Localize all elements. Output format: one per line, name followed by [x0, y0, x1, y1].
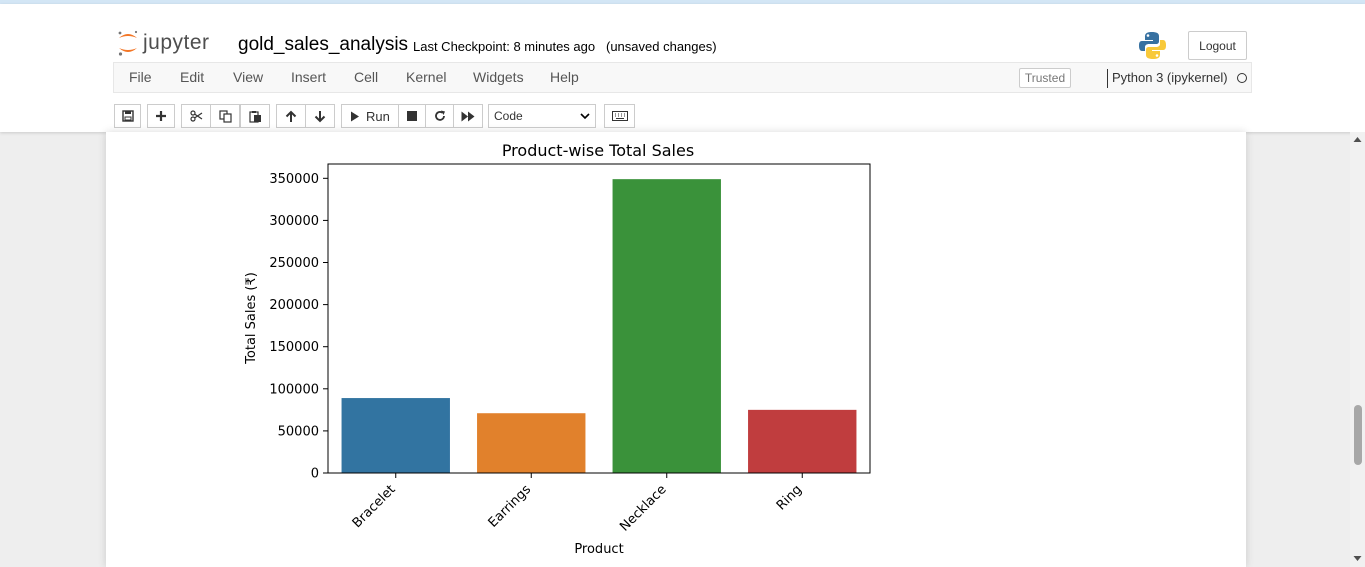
browser-top-strip	[0, 0, 1365, 4]
python-logo-icon	[1139, 32, 1166, 59]
menu-file[interactable]: File	[129, 69, 152, 85]
y-tick-label: 50000	[278, 424, 319, 439]
menu-help[interactable]: Help	[550, 69, 579, 85]
menu-edit[interactable]: Edit	[180, 69, 205, 85]
scroll-up-icon[interactable]	[1353, 136, 1362, 143]
chevron-down-icon	[580, 113, 590, 120]
jupyter-logo[interactable]: jupyter	[116, 28, 210, 58]
paste-button[interactable]	[240, 104, 270, 128]
bar-necklace	[612, 179, 721, 473]
restart-icon	[434, 110, 445, 121]
notebook-title[interactable]: gold_sales_analysis	[238, 34, 409, 55]
y-tick-label: 100000	[269, 382, 319, 397]
restart-kernel-button[interactable]	[425, 104, 454, 128]
save-icon	[121, 110, 134, 122]
kernel-idle-icon	[1237, 73, 1247, 83]
x-tick-label: Necklace	[617, 482, 669, 534]
keyboard-icon	[611, 111, 628, 121]
bar-bracelet	[341, 398, 450, 473]
jupyter-logo-text: jupyter	[143, 31, 210, 54]
play-icon	[351, 111, 359, 121]
scissors-icon	[189, 110, 202, 122]
paste-icon	[248, 110, 261, 123]
plot-frame	[327, 163, 871, 474]
menu-kernel[interactable]: Kernel	[406, 69, 447, 85]
move-up-button[interactable]	[276, 104, 306, 128]
restart-run-all-button[interactable]	[453, 104, 483, 128]
kernel-separator	[1107, 69, 1108, 88]
notebook-toolbar: Run	[0, 100, 1365, 128]
x-tick-label: Earrings	[486, 482, 535, 531]
bars	[341, 179, 857, 473]
chart-title: Product-wise Total Sales	[502, 141, 694, 160]
y-tick-label: 200000	[269, 298, 319, 313]
y-tick-label: 150000	[269, 340, 319, 355]
copy-icon	[218, 109, 232, 123]
trusted-indicator[interactable]: Trusted	[1019, 68, 1071, 88]
jupyter-logo-icon	[118, 30, 138, 56]
menu-insert[interactable]: Insert	[291, 69, 327, 85]
menu-view[interactable]: View	[233, 69, 264, 85]
interrupt-kernel-button[interactable]	[398, 104, 426, 128]
plus-icon	[156, 111, 166, 121]
cell-type-value: Code	[494, 109, 523, 123]
scroll-down-icon[interactable]	[1353, 555, 1362, 562]
move-down-button[interactable]	[305, 104, 335, 128]
arrow-up-icon	[285, 110, 297, 122]
chart-y-label: Total Sales (₹)	[244, 272, 259, 365]
y-tick-label: 350000	[269, 172, 319, 187]
page-scrollbar[interactable]	[1350, 132, 1365, 567]
menu-widgets[interactable]: Widgets	[473, 69, 524, 85]
copy-button[interactable]	[210, 104, 240, 128]
cut-button[interactable]	[181, 104, 211, 128]
y-tick-label: 0	[311, 467, 319, 482]
run-button[interactable]: Run	[341, 104, 399, 128]
stop-icon	[407, 111, 417, 121]
autosave-status: (unsaved changes)	[606, 39, 717, 54]
bar-ring	[748, 409, 857, 473]
x-axis: Bracelet Earrings Necklace Ring	[350, 473, 805, 535]
bar-earrings	[477, 413, 586, 473]
y-axis: 0 50000 100000 150000 200000 250000 300000 3500…	[269, 172, 328, 482]
scroll-thumb[interactable]	[1354, 405, 1362, 465]
checkpoint-status: Last Checkpoint: 8 minutes ago	[413, 39, 596, 54]
arrow-down-icon	[314, 110, 326, 122]
logout-button[interactable]: Logout	[1188, 31, 1247, 60]
menu-cell[interactable]: Cell	[354, 69, 379, 85]
fast-forward-icon	[461, 111, 475, 121]
sales-bar-chart: Product-wise Total Sales Total Sales (₹)…	[244, 141, 871, 557]
kernel-name[interactable]: Python 3 (ipykernel)	[1112, 70, 1228, 85]
run-button-label: Run	[366, 108, 390, 124]
insert-cell-button[interactable]	[147, 104, 175, 128]
y-tick-label: 250000	[269, 256, 319, 271]
x-tick-label: Ring	[774, 482, 805, 513]
x-tick-label: Bracelet	[350, 482, 399, 531]
command-palette-button[interactable]	[604, 104, 635, 128]
y-tick-label: 300000	[269, 214, 319, 229]
chart-x-label: Product	[574, 542, 623, 557]
cell-type-select[interactable]: Code	[488, 104, 596, 128]
menu-bar: File Edit View Insert Cell Kernel Widget…	[113, 62, 1252, 93]
save-button[interactable]	[114, 104, 141, 128]
